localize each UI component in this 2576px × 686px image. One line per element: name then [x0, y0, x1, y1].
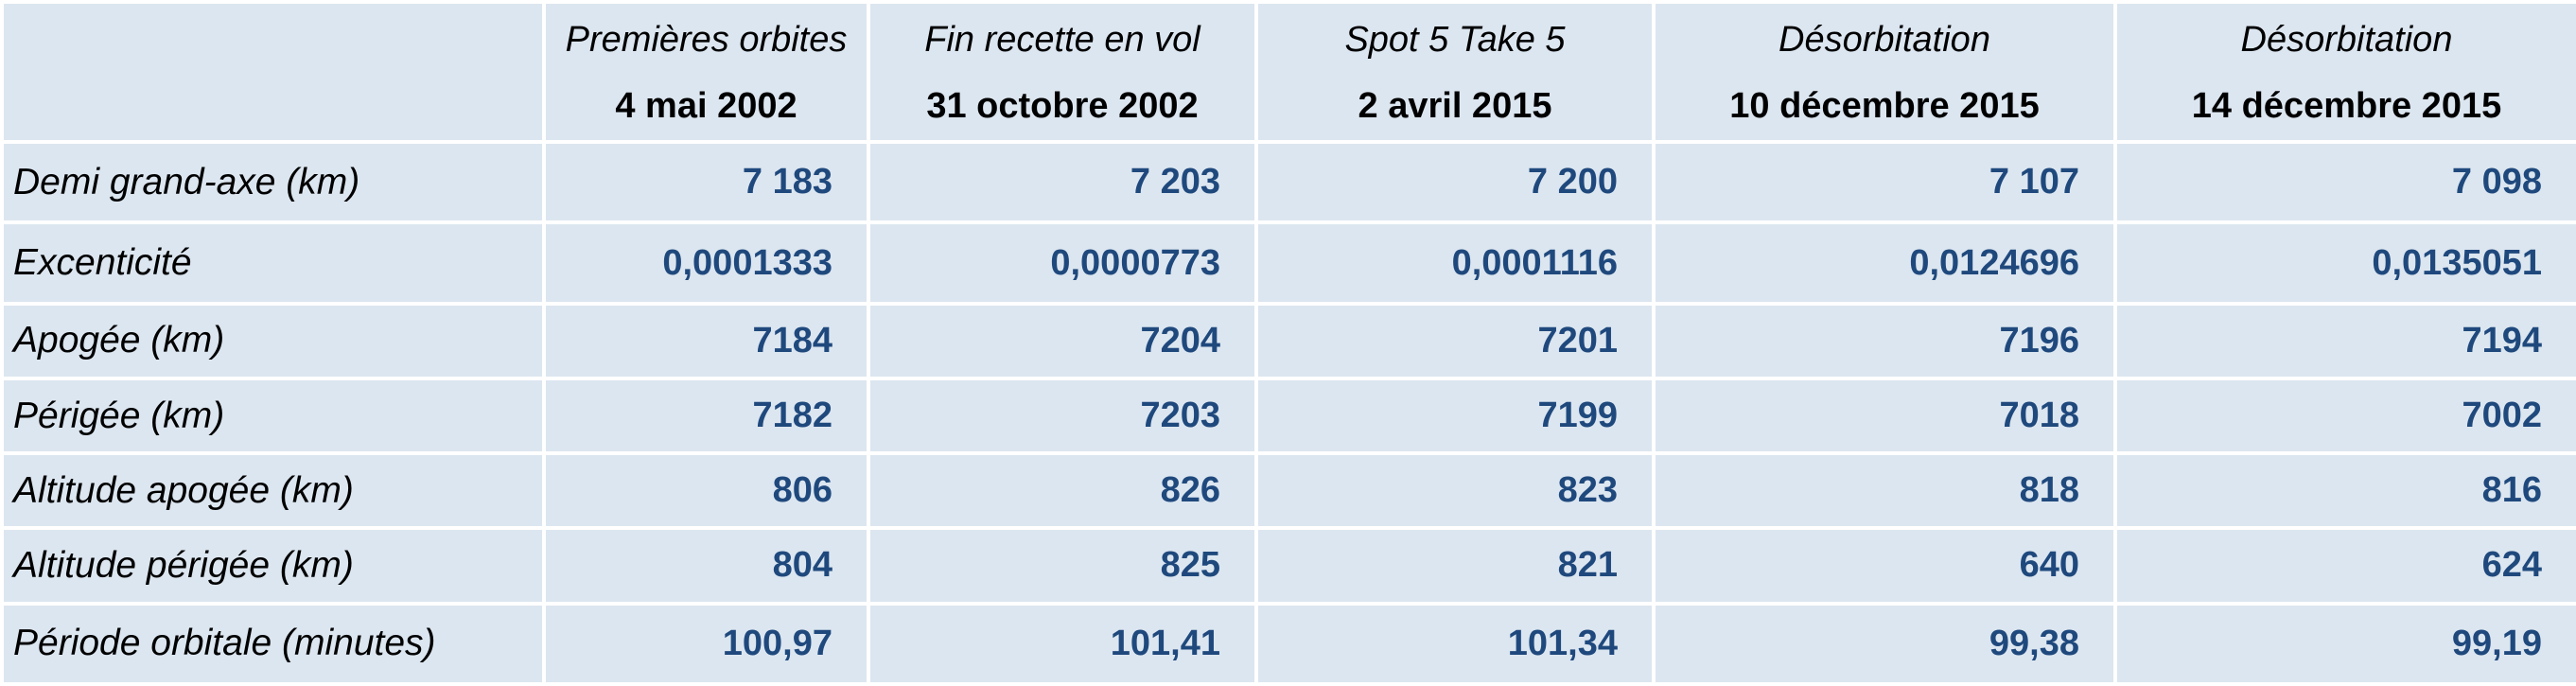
value-cell: 7002 — [2113, 376, 2576, 456]
table-row-apogee: Apogée (km) 7184 7204 7201 7196 7194 — [0, 301, 2576, 381]
column-event: Fin recette en vol — [924, 20, 1200, 60]
row-label: Période orbitale (minutes) — [0, 601, 546, 686]
row-label: Demi grand-axe (km) — [0, 140, 546, 225]
value-cell: 7194 — [2113, 301, 2576, 381]
table-row-eccentricity: Excenticité 0,0001333 0,0000773 0,000111… — [0, 220, 2576, 306]
column-date: 4 mai 2002 — [615, 86, 797, 126]
value-cell: 816 — [2113, 451, 2576, 531]
value-cell: 7 200 — [1254, 140, 1656, 225]
row-label: Apogée (km) — [0, 301, 546, 381]
table-row-perigee-altitude: Altitude périgée (km) 804 825 821 640 62… — [0, 526, 2576, 606]
column-header-3: Spot 5 Take 5 2 avril 2015 — [1254, 0, 1656, 145]
column-event: Premières orbites — [565, 20, 848, 60]
value-cell: 804 — [542, 526, 870, 606]
table-row-orbital-period: Période orbitale (minutes) 100,97 101,41… — [0, 601, 2576, 686]
row-label: Altitude périgée (km) — [0, 526, 546, 606]
value-cell: 806 — [542, 451, 870, 531]
value-cell: 818 — [1652, 451, 2117, 531]
column-header-4: Désorbitation 10 décembre 2015 — [1652, 0, 2117, 145]
value-cell: 101,34 — [1254, 601, 1656, 686]
value-cell: 7203 — [867, 376, 1258, 456]
row-label: Périgée (km) — [0, 376, 546, 456]
value-cell: 640 — [1652, 526, 2117, 606]
value-cell: 0,0000773 — [867, 220, 1258, 306]
column-date: 2 avril 2015 — [1358, 86, 1552, 126]
row-label: Excenticité — [0, 220, 546, 306]
column-header-5: Désorbitation 14 décembre 2015 — [2113, 0, 2576, 145]
value-cell: 7 183 — [542, 140, 870, 225]
header-corner-cell — [0, 0, 546, 145]
column-date: 10 décembre 2015 — [1729, 86, 2040, 126]
value-cell: 7 098 — [2113, 140, 2576, 225]
value-cell: 624 — [2113, 526, 2576, 606]
column-event: Spot 5 Take 5 — [1344, 20, 1566, 60]
value-cell: 0,0124696 — [1652, 220, 2117, 306]
value-cell: 7184 — [542, 301, 870, 381]
table-row-apogee-altitude: Altitude apogée (km) 806 826 823 818 816 — [0, 451, 2576, 531]
column-date: 31 octobre 2002 — [926, 86, 1199, 126]
value-cell: 0,0001333 — [542, 220, 870, 306]
column-event: Désorbitation — [1779, 20, 1990, 60]
value-cell: 7199 — [1254, 376, 1656, 456]
value-cell: 825 — [867, 526, 1258, 606]
column-header-1: Premières orbites 4 mai 2002 — [542, 0, 870, 145]
value-cell: 99,19 — [2113, 601, 2576, 686]
value-cell: 7196 — [1652, 301, 2117, 381]
row-label: Altitude apogée (km) — [0, 451, 546, 531]
value-cell: 7204 — [867, 301, 1258, 381]
value-cell: 7018 — [1652, 376, 2117, 456]
column-date: 14 décembre 2015 — [2191, 86, 2502, 126]
header-row: Premières orbites 4 mai 2002 Fin recette… — [0, 0, 2576, 145]
table-row-semi-major-axis: Demi grand-axe (km) 7 183 7 203 7 200 7 … — [0, 140, 2576, 225]
column-event: Désorbitation — [2240, 20, 2453, 60]
value-cell: 7 107 — [1652, 140, 2117, 225]
value-cell: 101,41 — [867, 601, 1258, 686]
value-cell: 100,97 — [542, 601, 870, 686]
value-cell: 0,0135051 — [2113, 220, 2576, 306]
value-cell: 826 — [867, 451, 1258, 531]
value-cell: 7 203 — [867, 140, 1258, 225]
value-cell: 821 — [1254, 526, 1656, 606]
value-cell: 0,0001116 — [1254, 220, 1656, 306]
value-cell: 823 — [1254, 451, 1656, 531]
value-cell: 7182 — [542, 376, 870, 456]
table-row-perigee: Périgée (km) 7182 7203 7199 7018 7002 — [0, 376, 2576, 456]
column-header-2: Fin recette en vol 31 octobre 2002 — [867, 0, 1258, 145]
value-cell: 7201 — [1254, 301, 1656, 381]
value-cell: 99,38 — [1652, 601, 2117, 686]
